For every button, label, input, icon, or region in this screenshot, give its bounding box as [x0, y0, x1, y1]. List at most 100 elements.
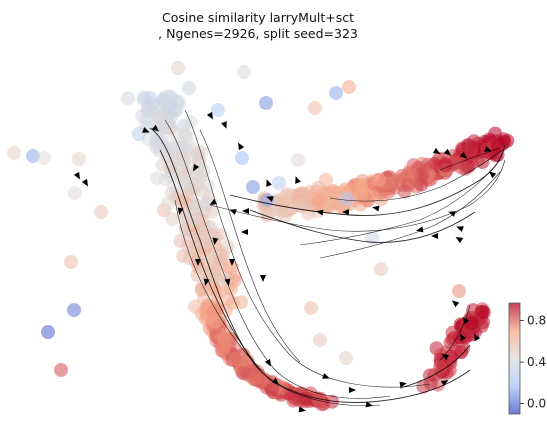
stream-line: [184, 109, 431, 388]
scatter-point: [94, 205, 108, 219]
velocity-arrowhead: [212, 237, 219, 245]
stream-line: [319, 171, 501, 259]
velocity-arrowhead: [316, 209, 324, 216]
velocity-arrowhead: [365, 401, 373, 408]
velocity-arrowhead: [295, 176, 301, 184]
scatter-point: [401, 178, 416, 193]
velocity-arrowhead: [440, 380, 449, 387]
scatter-point: [466, 303, 480, 318]
colorbar: 0.0 0.4 0.8: [508, 302, 546, 415]
scatter-point: [272, 176, 286, 190]
chart-title: Cosine similarity larryMult+sct: [162, 10, 354, 25]
scatter-point: [274, 196, 289, 211]
velocity-arrowhead: [206, 111, 213, 120]
velocity-arrowhead: [474, 333, 481, 342]
scatter-point: [234, 295, 249, 310]
scatter-point: [433, 360, 448, 375]
scatter-point: [160, 196, 175, 211]
velocity-arrowhead: [322, 373, 330, 379]
scatter-point: [342, 80, 356, 94]
scatter-point: [211, 103, 225, 117]
stream-line: [149, 127, 471, 403]
scatter-point: [420, 157, 435, 172]
scatter-point: [206, 263, 221, 278]
scatter-point: [143, 90, 158, 105]
stream-line: [439, 147, 501, 171]
velocity-arrowhead: [266, 196, 274, 202]
scatter-point: [259, 96, 273, 110]
velocity-arrowhead: [349, 387, 356, 393]
velocity-arrowhead: [151, 124, 160, 132]
scatter-point: [181, 81, 196, 96]
chart-subtitle: , Ngenes=2926, split seed=323: [158, 26, 358, 41]
scatter-point: [204, 204, 219, 219]
scatter-point: [287, 391, 302, 406]
scatter-point: [200, 234, 215, 249]
velocity-arrowhead: [455, 237, 464, 244]
velocity-arrowhead: [224, 278, 231, 286]
stream-line: [299, 159, 501, 246]
scatter-point: [158, 172, 173, 187]
scatter-point: [304, 301, 318, 315]
scatter-point: [217, 337, 232, 352]
scatter-point: [138, 120, 153, 135]
stream-line: [399, 344, 471, 389]
velocity-arrowhead: [416, 226, 424, 233]
scatter-point: [354, 187, 369, 202]
scatter-point: [178, 126, 193, 141]
velocity-arrowhead: [460, 333, 467, 342]
velocity-arrowhead: [399, 381, 407, 388]
stream-line: [199, 129, 301, 363]
velocity-arrowhead: [448, 211, 456, 217]
scatter-point: [374, 262, 388, 276]
stream-line: [329, 149, 503, 202]
scatter-point: [54, 363, 68, 377]
velocity-arrowhead: [238, 142, 245, 151]
scatter-point: [297, 186, 312, 201]
scatter-point: [325, 394, 340, 409]
scatter-point: [365, 231, 379, 245]
velocity-arrowhead: [298, 406, 306, 413]
scatter-point: [476, 305, 491, 320]
stream-line: [164, 119, 391, 399]
velocity-arrowhead: [229, 209, 237, 215]
velocity-arrowhead: [432, 147, 441, 154]
velocity-arrowhead: [451, 300, 460, 308]
scatter-point: [319, 173, 333, 187]
velocity-arrowhead: [264, 358, 271, 367]
velocity-arrowhead: [372, 205, 380, 212]
scatter-point: [423, 376, 438, 391]
velocity-arrowhead: [456, 226, 464, 232]
velocity-arrowhead: [241, 229, 248, 235]
scatter-point: [67, 303, 81, 317]
velocity-arrowhead: [195, 259, 201, 266]
colorbar-gradient: [508, 302, 521, 415]
velocity-arrowhead: [209, 198, 218, 205]
velocity-arrowhead: [271, 377, 280, 385]
scatter-point: [208, 314, 223, 329]
scatter-point: [184, 141, 199, 156]
scatter-point: [68, 186, 82, 200]
stream-line: [249, 209, 476, 243]
scatter-point: [226, 351, 241, 366]
velocity-arrowheads: [73, 111, 497, 413]
velocity-arrowhead: [229, 259, 235, 266]
velocity-arrowhead: [73, 171, 80, 180]
scatter-point: [176, 249, 191, 263]
scatter-point: [329, 86, 343, 100]
scatter-point: [452, 284, 466, 298]
velocity-arrowhead: [203, 278, 210, 286]
velocity-arrowhead: [459, 151, 468, 159]
scatter-point: [313, 333, 327, 347]
scatter-point: [7, 146, 21, 160]
scatter-point: [194, 282, 209, 297]
scatter-point: [404, 167, 419, 182]
velocity-arrowhead: [142, 127, 150, 133]
scatter-point: [246, 180, 260, 194]
scatter-point: [265, 382, 280, 397]
scatter-point: [340, 192, 354, 206]
colorbar-tick-label: 0.8: [527, 314, 546, 328]
velocity-arrowhead: [221, 121, 227, 129]
scatter-point: [26, 149, 40, 163]
